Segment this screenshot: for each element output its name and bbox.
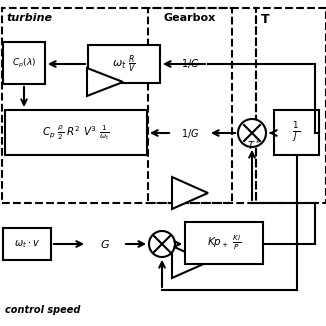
Circle shape [149,231,175,257]
Text: $T^*$: $T^*$ [247,138,260,152]
Text: Gearbox: Gearbox [163,13,215,23]
Text: control speed: control speed [5,305,81,315]
Text: $C_p\ \frac{\rho}{2}\ R^2\ V^3\ \frac{1}{\omega_t}$: $C_p\ \frac{\rho}{2}\ R^2\ V^3\ \frac{1}… [42,123,110,142]
Bar [3,228,51,260]
Circle shape [238,119,266,147]
Bar [256,8,326,203]
Text: $\omega_t \cdot v$: $\omega_t \cdot v$ [14,238,40,250]
Polygon shape [172,177,208,209]
Text: $\frac{1}{J}$: $\frac{1}{J}$ [292,121,301,144]
Text: $C_p(\lambda)$: $C_p(\lambda)$ [12,56,36,69]
Text: $1/G$: $1/G$ [181,126,199,140]
Bar [185,222,263,264]
Polygon shape [172,246,208,278]
Polygon shape [87,68,123,96]
Text: $Kp_+\ \frac{Ki}{P}$: $Kp_+\ \frac{Ki}{P}$ [207,234,241,252]
Bar [5,110,147,155]
Text: turbine: turbine [7,13,53,23]
Text: $G$: $G$ [100,238,110,250]
Text: $\omega_t\ \frac{R}{V}$: $\omega_t\ \frac{R}{V}$ [112,53,136,75]
Text: $1/G$: $1/G$ [181,57,199,70]
Bar [3,42,45,84]
Bar [2,8,232,203]
Bar [148,8,256,203]
Bar [88,45,160,83]
Bar [274,110,319,155]
Text: T: T [261,13,270,26]
